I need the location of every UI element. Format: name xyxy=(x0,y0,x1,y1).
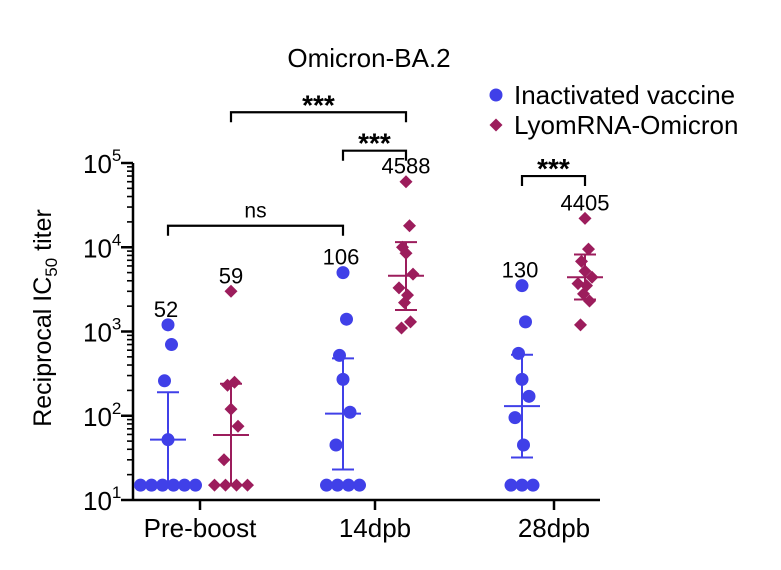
data-point xyxy=(583,294,596,308)
data-point xyxy=(208,478,221,492)
data-point xyxy=(329,438,343,452)
significance-label: *** xyxy=(537,153,570,184)
data-point xyxy=(517,438,530,452)
data-point xyxy=(178,478,191,492)
chart-title: Omicron-BA.2 xyxy=(287,43,450,73)
data-point xyxy=(161,318,175,332)
data-point xyxy=(224,284,238,298)
legend-label: Inactivated vaccine xyxy=(514,80,735,110)
data-label: 4588 xyxy=(382,154,431,179)
y-tick-label: 101 xyxy=(83,483,121,516)
data-point xyxy=(571,277,585,291)
data-point xyxy=(189,478,202,492)
data-point xyxy=(320,478,333,492)
data-layer: 52 106 130 59 4588 4405 xyxy=(134,154,609,492)
data-point xyxy=(574,318,587,332)
data-point xyxy=(353,478,366,492)
legend-marker xyxy=(489,88,503,102)
x-tick-label: 28dpb xyxy=(518,513,590,543)
significance-bracket xyxy=(229,111,408,123)
data-point xyxy=(515,279,529,293)
axes-layer: 101 102 103 104 105 Pre-boost 14dpb 28dpb xyxy=(83,146,600,543)
data-label: 4405 xyxy=(561,190,610,215)
data-point xyxy=(399,175,413,189)
data-point xyxy=(340,312,353,326)
data-point xyxy=(403,219,416,233)
significance-bracket xyxy=(520,174,587,187)
data-point xyxy=(343,405,357,419)
data-point xyxy=(508,411,522,425)
legend-label: LyomRNA-Omicron xyxy=(514,110,738,140)
y-tick-label: 103 xyxy=(83,315,121,348)
significance-label: *** xyxy=(358,128,391,159)
data-point xyxy=(406,267,420,281)
data-point xyxy=(578,211,592,225)
data-point xyxy=(515,478,529,492)
y-tick-label: 105 xyxy=(83,146,121,179)
data-point xyxy=(217,453,231,467)
data-point xyxy=(504,478,518,492)
data-point xyxy=(342,478,355,492)
data-point xyxy=(231,419,245,433)
data-point xyxy=(401,288,414,302)
data-point xyxy=(392,281,406,295)
significance-label: *** xyxy=(302,89,335,120)
y-tick-label: 102 xyxy=(83,399,121,432)
significance-layer: ns *** *** *** xyxy=(166,89,587,236)
data-point xyxy=(331,478,344,492)
data-point xyxy=(522,389,536,403)
y-tick-label: 104 xyxy=(83,230,121,263)
data-point xyxy=(241,478,254,492)
data-point xyxy=(158,374,171,388)
data-point xyxy=(395,321,408,335)
significance-bracket xyxy=(166,224,345,236)
x-tick-label: 14dpb xyxy=(339,513,411,543)
data-label: 130 xyxy=(502,258,539,283)
data-point xyxy=(134,478,147,492)
data-point xyxy=(333,348,346,362)
data-point xyxy=(404,315,417,329)
data-point xyxy=(526,478,540,492)
data-point xyxy=(145,478,158,492)
data-label: 52 xyxy=(154,297,178,322)
data-label: 106 xyxy=(323,245,360,270)
data-point xyxy=(519,315,532,329)
data-point xyxy=(336,266,350,280)
legend-marker xyxy=(489,118,503,132)
data-point xyxy=(165,338,178,352)
data-label: 59 xyxy=(219,263,243,288)
significance-label: ns xyxy=(244,200,266,223)
y-axis-label: Reciprocal IC50 titer xyxy=(29,209,61,427)
x-tick-label: Pre-boost xyxy=(144,513,257,543)
data-point xyxy=(512,346,525,360)
data-point xyxy=(582,242,595,256)
significance-bracket xyxy=(341,149,408,161)
